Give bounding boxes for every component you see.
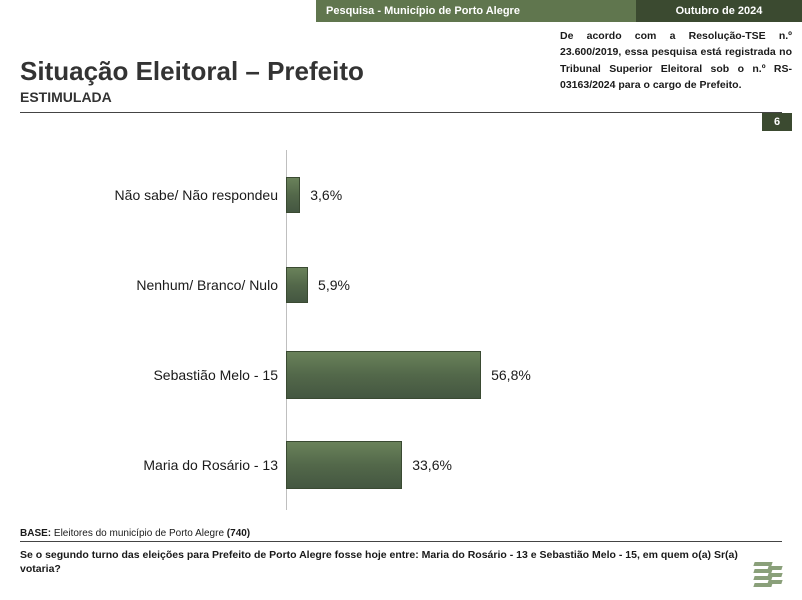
chart-row: Não sabe/ Não respondeu 3,6%: [0, 150, 802, 240]
chart-row: Nenhum/ Branco/ Nulo 5,9%: [0, 240, 802, 330]
page-number-tab: 6: [762, 113, 792, 131]
bar-chart: Não sabe/ Não respondeu 3,6% Nenhum/ Branc…: [0, 150, 802, 510]
title-rule: [20, 112, 782, 113]
base-rule: [20, 541, 782, 542]
chart-category-label: Nenhum/ Branco/ Nulo: [0, 277, 286, 293]
chart-value-label: 33,6%: [412, 457, 452, 473]
chart-value-label: 3,6%: [310, 187, 342, 203]
chart-category-label: Maria do Rosário - 13: [0, 457, 286, 473]
chart-bar: [286, 177, 300, 213]
header-right-label: Outubro de 2024: [636, 0, 802, 22]
page-title: Situação Eleitoral – Prefeito: [20, 56, 364, 87]
base-note-prefix: BASE:: [20, 528, 51, 539]
base-note-text: Eleitores do município de Porto Alegre: [54, 528, 224, 539]
chart-category-label: Sebastião Melo - 15: [0, 367, 286, 383]
chart-row: Sebastião Melo - 15 56,8%: [0, 330, 802, 420]
chart-bar: [286, 267, 308, 303]
chart-value-label: 5,9%: [318, 277, 350, 293]
base-note-n: (740): [227, 528, 250, 539]
chart-value-label: 56,8%: [491, 367, 531, 383]
survey-question: Se o segundo turno das eleições para Pre…: [20, 548, 740, 576]
chart-bar: [286, 351, 481, 399]
title-block: Situação Eleitoral – Prefeito ESTIMULADA: [20, 56, 364, 105]
chart-bar: [286, 441, 402, 489]
brand-logo-icon: [754, 562, 788, 590]
page-subtitle: ESTIMULADA: [20, 89, 364, 105]
header-band: Pesquisa - Município de Porto Alegre Out…: [0, 0, 802, 22]
header-center-label: Pesquisa - Município de Porto Alegre: [316, 0, 646, 22]
disclaimer-text: De acordo com a Resolução-TSE n.º 23.600…: [560, 28, 792, 93]
base-note: BASE: Eleitores do município de Porto Al…: [20, 528, 250, 539]
chart-row: Maria do Rosário - 13 33,6%: [0, 420, 802, 510]
chart-category-label: Não sabe/ Não respondeu: [0, 187, 286, 203]
